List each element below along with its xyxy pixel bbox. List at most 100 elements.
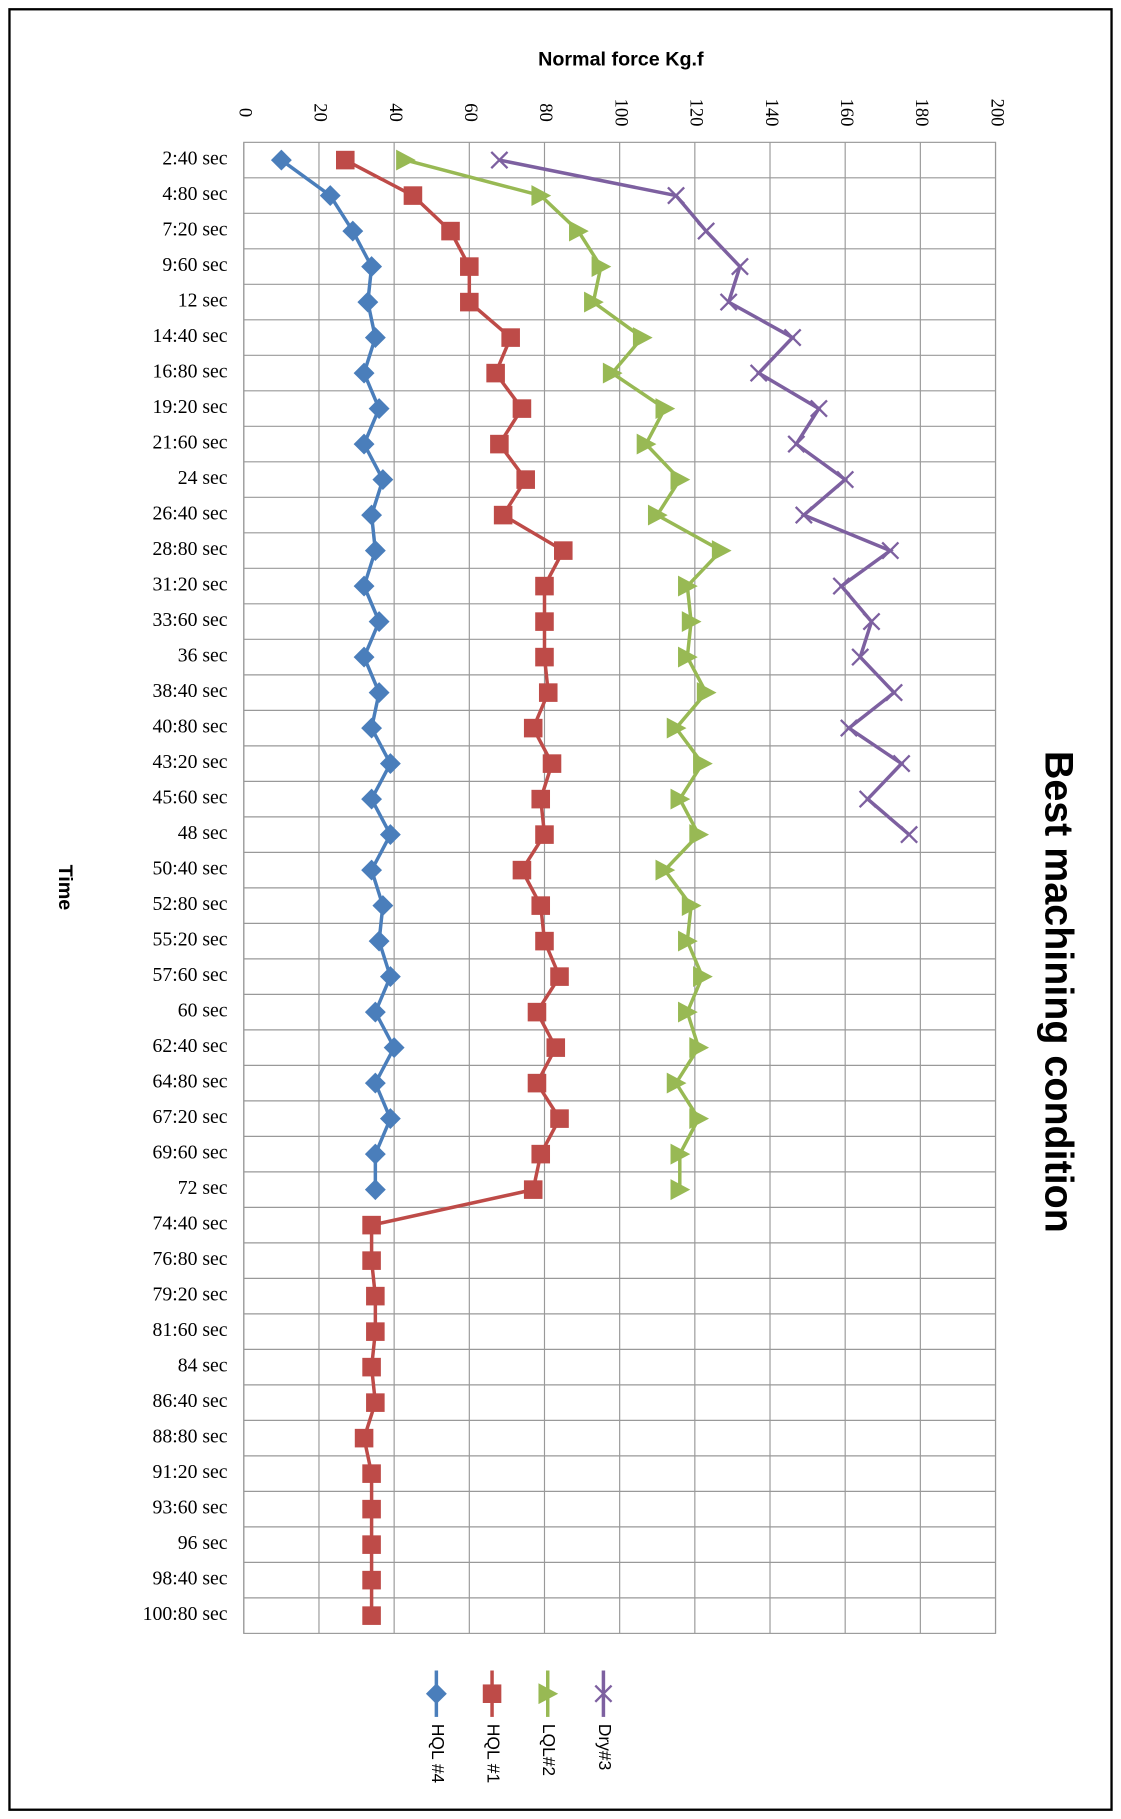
point bbox=[362, 1251, 381, 1270]
y-tick-label: 50:40 sec bbox=[153, 858, 228, 880]
value-axis-title: Normal force Kg.f bbox=[538, 49, 704, 71]
y-tick-label: 91:20 sec bbox=[153, 1461, 228, 1483]
x-tick-label: 0 bbox=[235, 108, 256, 117]
point bbox=[711, 540, 732, 562]
point bbox=[523, 718, 543, 738]
point bbox=[670, 788, 691, 810]
y-tick-label: 76:80 sec bbox=[153, 1248, 228, 1270]
x-tick-label: 160 bbox=[836, 99, 857, 127]
y-tick-label: 28:80 sec bbox=[153, 538, 228, 560]
point bbox=[366, 1322, 385, 1341]
point bbox=[362, 1499, 381, 1519]
y-tick-label: 64:80 sec bbox=[153, 1071, 228, 1093]
point bbox=[832, 577, 851, 596]
point bbox=[482, 1684, 502, 1703]
point bbox=[493, 505, 513, 525]
point bbox=[697, 222, 716, 241]
point bbox=[366, 1393, 385, 1412]
y-tick-label: 60 sec bbox=[178, 1000, 228, 1022]
point bbox=[527, 1073, 547, 1093]
point bbox=[379, 753, 401, 775]
point bbox=[749, 364, 768, 383]
x-tick-label: 40 bbox=[385, 103, 406, 122]
point bbox=[512, 399, 532, 418]
point bbox=[362, 1570, 381, 1590]
point bbox=[535, 825, 554, 844]
y-tick-label: 52:80 sec bbox=[153, 893, 228, 915]
point bbox=[501, 328, 520, 347]
y-tick-label: 62:40 sec bbox=[153, 1035, 228, 1057]
y-tick-label: 36 sec bbox=[178, 645, 228, 667]
point bbox=[366, 1286, 385, 1306]
legend-label: LQL#2 bbox=[539, 1724, 559, 1776]
point bbox=[550, 967, 569, 986]
point bbox=[569, 220, 589, 242]
y-tick-label: 43:20 sec bbox=[153, 751, 228, 773]
point bbox=[490, 434, 509, 454]
point bbox=[535, 612, 554, 631]
y-tick-label: 81:60 sec bbox=[153, 1319, 228, 1341]
y-tick-label: 7:20 sec bbox=[162, 219, 227, 241]
point bbox=[632, 327, 653, 349]
point bbox=[655, 859, 676, 881]
x-tick-label: 20 bbox=[310, 103, 331, 122]
point bbox=[594, 1684, 613, 1703]
y-tick-label: 2:40 sec bbox=[162, 148, 227, 170]
point bbox=[602, 362, 623, 384]
point bbox=[531, 896, 551, 915]
point bbox=[667, 186, 685, 205]
point bbox=[372, 895, 394, 917]
point bbox=[342, 220, 364, 242]
y-tick-label: 72 sec bbox=[178, 1177, 228, 1199]
point bbox=[881, 541, 900, 560]
point bbox=[336, 150, 355, 170]
point bbox=[862, 612, 881, 631]
y-tick-label: 88:80 sec bbox=[153, 1426, 228, 1448]
point bbox=[636, 433, 657, 455]
y-tick-label: 24 sec bbox=[178, 467, 228, 489]
point bbox=[379, 824, 401, 846]
point bbox=[460, 257, 479, 276]
point bbox=[666, 717, 687, 739]
point bbox=[681, 895, 702, 917]
legend-label: HQL #1 bbox=[483, 1724, 503, 1783]
y-tick-label: 100:80 sec bbox=[143, 1603, 228, 1625]
chart-title: Best machining condition bbox=[1036, 751, 1080, 1233]
y-tick-label: 48 sec bbox=[178, 822, 228, 844]
point bbox=[696, 682, 717, 704]
x-tick-label: 100 bbox=[610, 99, 631, 127]
point bbox=[527, 1002, 547, 1022]
y-tick-label: 74:40 sec bbox=[153, 1213, 228, 1235]
point bbox=[693, 966, 713, 988]
y-tick-label: 93:60 sec bbox=[153, 1497, 228, 1519]
y-tick-label: 79:20 sec bbox=[153, 1284, 228, 1306]
point bbox=[858, 790, 877, 809]
frame bbox=[8, 8, 1113, 1811]
x-tick-label: 120 bbox=[686, 99, 707, 127]
y-tick-label: 45:60 sec bbox=[153, 787, 228, 809]
point bbox=[362, 1535, 381, 1554]
point bbox=[460, 292, 479, 312]
point bbox=[719, 293, 738, 312]
point bbox=[836, 470, 855, 489]
point bbox=[892, 754, 911, 773]
point bbox=[689, 1108, 710, 1130]
point bbox=[689, 824, 710, 846]
point bbox=[425, 1683, 447, 1705]
point bbox=[809, 399, 828, 418]
point bbox=[512, 860, 532, 880]
point bbox=[490, 151, 509, 170]
point bbox=[647, 504, 668, 526]
x-tick-label: 80 bbox=[535, 103, 556, 122]
point bbox=[396, 149, 416, 171]
point bbox=[319, 185, 341, 207]
point bbox=[678, 1001, 698, 1023]
y-tick-label: 4:80 sec bbox=[162, 183, 227, 205]
y-tick-label: 55:20 sec bbox=[153, 929, 228, 951]
point bbox=[362, 1464, 381, 1483]
legend-label: HQL #4 bbox=[428, 1724, 448, 1784]
point bbox=[403, 186, 423, 205]
y-tick-label: 14:40 sec bbox=[153, 325, 228, 347]
point bbox=[379, 966, 401, 988]
